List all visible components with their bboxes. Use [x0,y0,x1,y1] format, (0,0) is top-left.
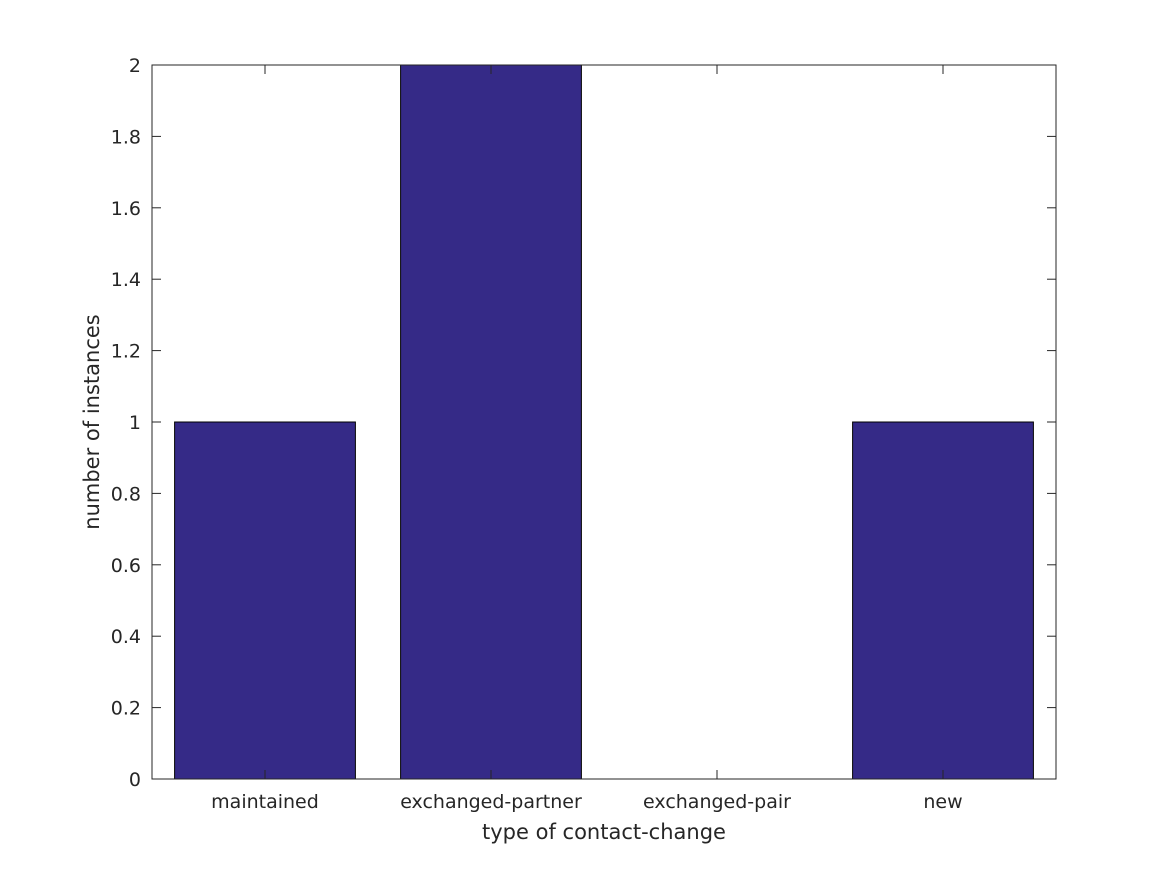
y-tick-label: 0.4 [111,626,141,648]
x-axis-label: type of contact-change [482,820,726,844]
bar-maintained [174,421,356,780]
x-tick-label: maintained [211,791,319,813]
y-tick-label: 0.2 [111,698,141,720]
y-tick-label: 0.8 [111,483,141,505]
bar-exchanged-partner [400,64,582,780]
y-tick-label: 1 [129,412,141,434]
y-tick-label: 1.8 [111,126,141,148]
x-tick-label: exchanged-partner [400,791,582,813]
bars-group [174,64,1034,780]
bar-new [852,421,1034,780]
axes-box [151,64,1057,780]
x-tick-labels: maintained exchanged-partner exchanged-pai… [211,791,962,813]
y-tick-label: 1.6 [111,198,141,220]
x-tick-label: new [923,791,962,813]
y-axis-label: number of instances [80,314,104,529]
y-tick-label: 0 [129,769,141,791]
y-tick-label: 1.2 [111,341,141,363]
x-tick-label: exchanged-pair [643,791,791,813]
y-tick-label: 0.6 [111,555,141,577]
y-tick-label: 1.4 [111,269,141,291]
y-tick-labels: 0 0.2 0.4 0.6 0.8 1 1.2 1.4 1.6 1.8 2 [111,55,141,791]
y-tick-label: 2 [129,55,141,77]
